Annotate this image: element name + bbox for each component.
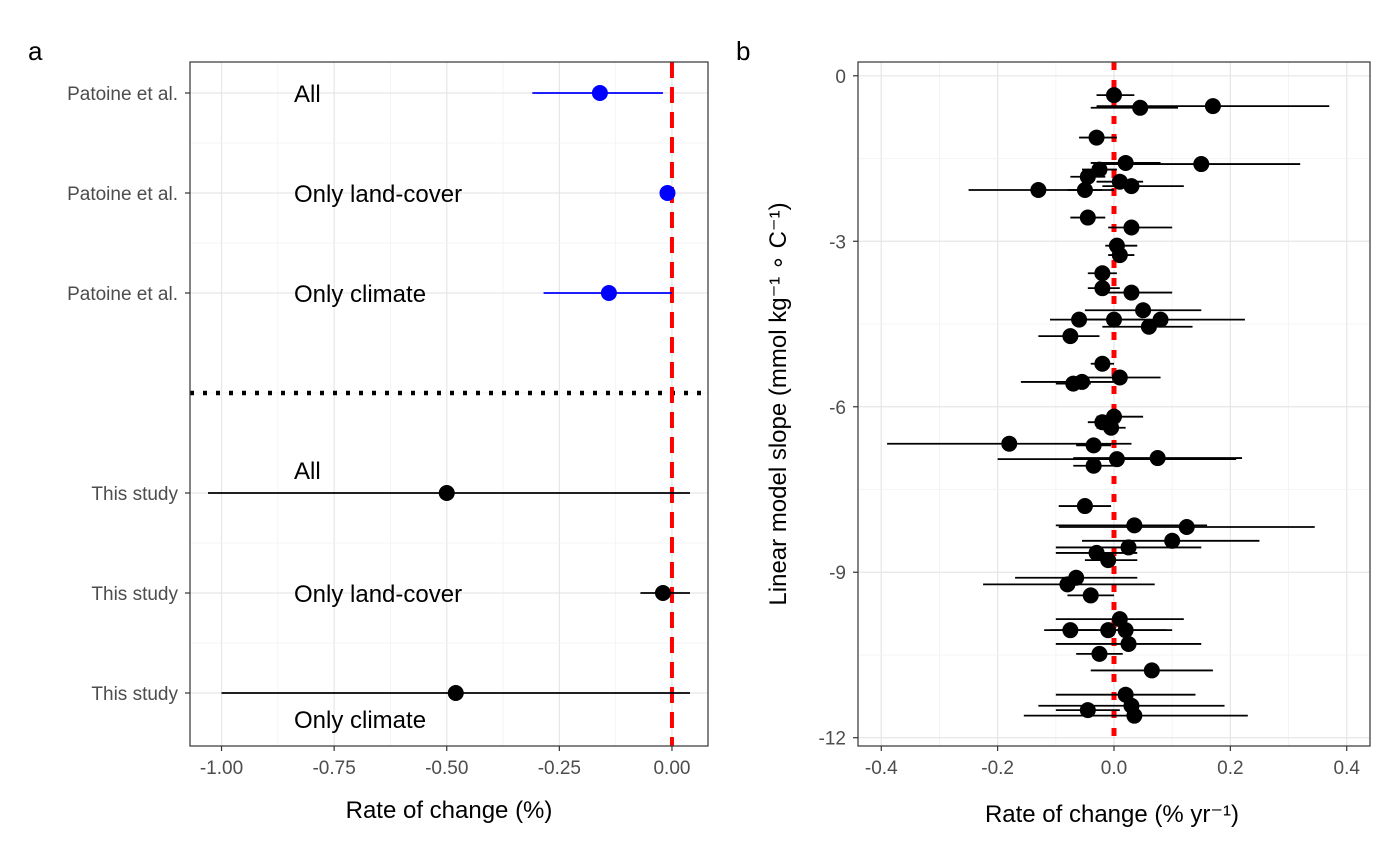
data-point [1088,544,1105,561]
data-point [1143,662,1160,679]
panel-b-axes: -0.4 -0.2 0.0 0.2 0.4 0 -3 -6 -9 -12 [819,67,1361,779]
data-point [1152,311,1169,328]
x-tick-label: -0.50 [425,758,468,779]
data-point [1140,318,1157,335]
data-point [1100,552,1117,569]
data-point [1082,587,1099,604]
data-point [1094,280,1111,297]
data-point [1204,98,1221,115]
data-point [1091,161,1108,178]
y-tick-label: 0 [835,67,846,88]
x-tick-label: 0.4 [1334,758,1361,779]
data-point [1117,154,1134,171]
panel-b-grid [858,62,1370,746]
data-point [1111,369,1128,386]
panel-a: a All Only land-cover Only climate All Only … [28,36,709,824]
data-point [1065,375,1082,392]
data-point [1085,457,1102,474]
x-tick-label: 0.2 [1217,758,1243,779]
data-point [1111,247,1128,264]
x-tick-label: 0.0 [1101,758,1127,779]
row-label: All [294,81,321,108]
data-point [1094,355,1111,372]
data-point [1106,311,1122,328]
data-point [1071,311,1088,328]
panel-a-plot-area [190,62,708,746]
data-point [1062,328,1079,345]
y-tick-label: Patoine et al. [67,184,178,205]
x-tick-label: -0.2 [981,758,1014,779]
y-tick-label: -3 [829,232,846,253]
data-point [1106,87,1122,104]
x-tick-label: -0.4 [865,758,898,779]
data-point [1076,498,1093,515]
data-point [1079,702,1096,719]
row-label: Only climate [294,281,426,308]
data-point [591,85,608,101]
data-point [1178,519,1195,536]
data-point [1100,622,1117,639]
data-point [1120,635,1137,652]
y-tick-label: This study [91,684,178,705]
panel-a-x-axis-title: Rate of change (%) [346,797,553,824]
row-label: Only land-cover [294,181,462,208]
x-tick-label: -1.00 [200,758,243,779]
data-point [1103,419,1120,436]
data-point [1059,576,1076,593]
data-point [600,285,617,301]
data-point [1132,99,1149,116]
data-point [1123,178,1140,195]
data-point [659,185,676,201]
data-point [1091,645,1108,662]
data-point [1164,532,1181,549]
data-point [1094,265,1111,282]
data-point [1001,435,1018,452]
panel-b-y-axis-title: Linear model slope (mmol kg⁻¹ ∘ C⁻¹) [765,202,792,605]
panel-b-x-axis-title: Rate of change (% yr⁻¹) [985,801,1239,828]
data-point [1108,451,1125,468]
panel-b-marks [887,62,1330,746]
data-point [1085,437,1102,454]
row-label: Only land-cover [294,581,462,608]
data-point [1126,517,1143,534]
panel-a-border [189,61,709,747]
data-point [1088,129,1105,146]
data-point [1062,622,1079,639]
panel-b: b -0.4 -0.2 0.0 0.2 0.4 0 -3 -6 -9 -12 Rate of ch… [736,36,1371,828]
panel-a-axes: Patoine et al. Patoine et al. Patoine et a… [67,84,690,779]
panel-a-marks: All Only land-cover Only climate All Only la… [190,62,708,746]
data-point [1123,284,1140,301]
data-point [1193,156,1210,173]
data-point [1135,302,1152,319]
row-label: All [294,458,321,485]
data-point [447,685,464,701]
data-point [1117,622,1134,639]
x-tick-label: 0.00 [653,758,690,779]
row-label: Only climate [294,707,426,734]
y-tick-label: Patoine et al. [67,84,178,105]
data-point [1079,209,1096,226]
y-tick-label: This study [91,584,178,605]
y-tick-label: -6 [829,398,846,419]
x-tick-label: -0.75 [312,758,355,779]
data-point [1120,539,1137,556]
y-tick-label: -9 [829,563,846,584]
data-point [1030,181,1047,198]
data-point [1076,181,1093,198]
data-point [1079,168,1096,185]
panel-b-tag: b [736,36,750,66]
data-point [1123,219,1140,236]
y-tick-label: -12 [819,729,846,750]
data-point [654,585,671,601]
panel-a-tag: a [28,36,43,66]
y-tick-label: Patoine et al. [67,284,178,305]
data-point [1126,707,1143,724]
data-point [1149,450,1166,467]
x-tick-label: -0.25 [538,758,581,779]
y-tick-label: This study [91,484,178,505]
data-point [438,485,455,501]
